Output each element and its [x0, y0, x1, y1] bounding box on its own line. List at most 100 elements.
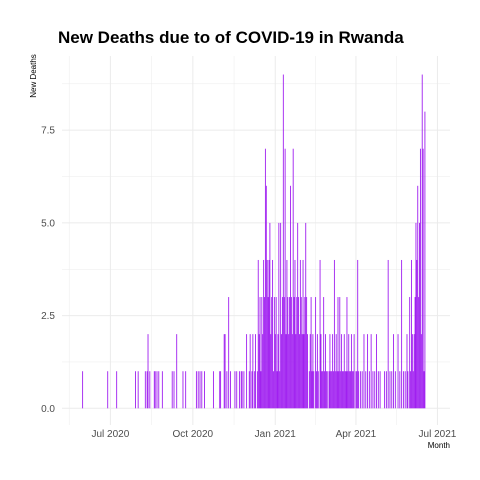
data-bar	[328, 371, 330, 409]
data-bar	[251, 371, 253, 409]
data-bar	[226, 371, 228, 409]
data-bar	[171, 371, 173, 409]
y-tick-label: 2.5	[41, 311, 55, 322]
x-axis-ticks: Jul 2020 Oct 2020 Jan 2021 Apr 2021 Jul 2021	[91, 429, 456, 440]
data-bar	[401, 259, 403, 409]
data-bar	[413, 334, 415, 409]
data-bar	[273, 371, 274, 409]
data-bar	[418, 297, 420, 409]
data-bar	[283, 297, 285, 409]
data-bar	[315, 297, 317, 409]
data-bar	[303, 334, 305, 409]
data-bar	[269, 222, 271, 409]
data-bar	[243, 371, 245, 409]
data-bar	[256, 371, 258, 409]
data-bar	[335, 334, 337, 409]
data-bar	[343, 334, 345, 409]
data-bar	[195, 371, 197, 409]
data-bar	[404, 371, 406, 409]
data-bar	[345, 371, 347, 409]
data-bar	[241, 371, 243, 409]
x-tick-label: Apr 2021	[336, 429, 377, 440]
data-bar	[352, 371, 354, 409]
data-bar	[295, 334, 297, 409]
data-bar	[291, 334, 293, 409]
data-bar	[238, 371, 240, 409]
data-bar	[333, 259, 335, 409]
data-bar	[415, 222, 417, 409]
data-bar	[367, 334, 369, 409]
data-bar	[377, 371, 379, 409]
data-bar	[201, 371, 203, 409]
data-bar	[402, 371, 404, 409]
data-bar	[267, 297, 269, 409]
data-bar	[161, 371, 163, 409]
data-bar	[393, 334, 394, 409]
data-bar	[309, 334, 311, 409]
data-bar	[144, 371, 146, 409]
data-bar	[281, 334, 282, 409]
data-bar	[317, 371, 319, 409]
data-bar	[333, 371, 334, 409]
data-bar	[292, 148, 294, 409]
data-bar	[262, 334, 264, 409]
data-bar	[410, 371, 412, 409]
data-bar	[365, 371, 367, 409]
data-bar	[248, 371, 250, 409]
data-bar	[290, 185, 291, 409]
data-bar	[294, 259, 296, 409]
data-bar	[277, 334, 279, 409]
data-bar	[399, 371, 401, 409]
data-bar	[361, 371, 363, 409]
data-bar	[260, 371, 262, 409]
data-bar	[424, 111, 426, 409]
data-bar	[290, 297, 292, 409]
data-bar	[349, 371, 351, 409]
data-bar	[82, 371, 84, 409]
data-bar	[302, 259, 304, 409]
data-bar	[266, 259, 268, 409]
data-bar	[265, 185, 267, 409]
data-bar	[278, 222, 280, 409]
data-bar	[417, 185, 419, 409]
data-bar	[281, 297, 283, 409]
data-bar	[286, 259, 288, 409]
data-bar	[146, 371, 148, 409]
data-bar	[306, 297, 308, 409]
data-bar	[261, 297, 263, 409]
data-bar	[274, 334, 276, 409]
data-bar	[385, 371, 387, 409]
data-bar	[363, 334, 365, 409]
data-bar	[156, 371, 158, 409]
data-bar	[285, 334, 287, 409]
data-bar	[185, 371, 187, 409]
data-bar	[234, 371, 236, 409]
data-bar	[350, 371, 351, 409]
data-bar	[319, 259, 321, 409]
data-bar	[338, 371, 340, 409]
data-bar	[116, 371, 118, 409]
data-bar	[272, 259, 274, 409]
x-tick-label: Jul 2020	[91, 429, 129, 440]
data-bar	[416, 259, 418, 409]
data-bar	[311, 371, 313, 409]
data-bar	[330, 371, 332, 409]
data-bar	[258, 334, 260, 409]
data-bar	[342, 371, 344, 409]
data-bar	[355, 371, 357, 409]
data-bar	[320, 334, 322, 409]
data-bar	[259, 297, 261, 409]
data-bar	[236, 371, 238, 409]
data-bar	[204, 371, 205, 409]
data-bar	[359, 371, 361, 409]
data-bar	[419, 222, 420, 409]
data-bar	[409, 297, 411, 409]
data-bar	[264, 297, 265, 409]
data-bar	[316, 371, 317, 409]
data-bar	[223, 334, 225, 409]
data-bar	[411, 259, 412, 409]
data-bar	[254, 371, 256, 409]
data-bar	[368, 371, 370, 409]
data-bar	[323, 297, 325, 409]
